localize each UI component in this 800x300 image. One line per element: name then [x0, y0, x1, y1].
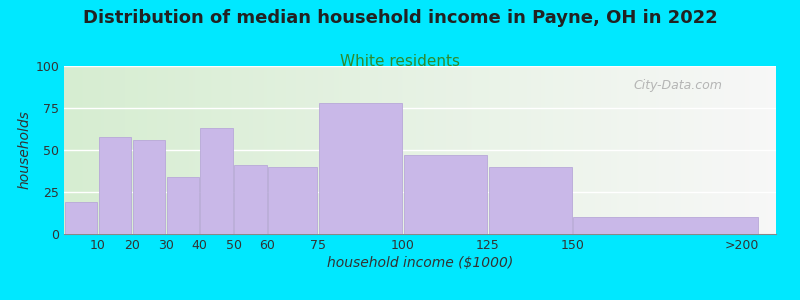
- Bar: [574, 217, 758, 234]
- Bar: [201, 128, 233, 234]
- X-axis label: household income ($1000): household income ($1000): [327, 256, 513, 270]
- Text: Distribution of median household income in Payne, OH in 2022: Distribution of median household income …: [82, 9, 718, 27]
- Bar: [404, 155, 487, 234]
- Bar: [268, 167, 318, 234]
- Bar: [234, 165, 266, 234]
- Text: White residents: White residents: [340, 54, 460, 69]
- Y-axis label: households: households: [17, 111, 31, 189]
- Bar: [319, 103, 402, 234]
- Text: City-Data.com: City-Data.com: [634, 80, 722, 92]
- Bar: [489, 167, 572, 234]
- Bar: [166, 177, 198, 234]
- Bar: [98, 136, 131, 234]
- Bar: [65, 202, 97, 234]
- Bar: [133, 140, 165, 234]
